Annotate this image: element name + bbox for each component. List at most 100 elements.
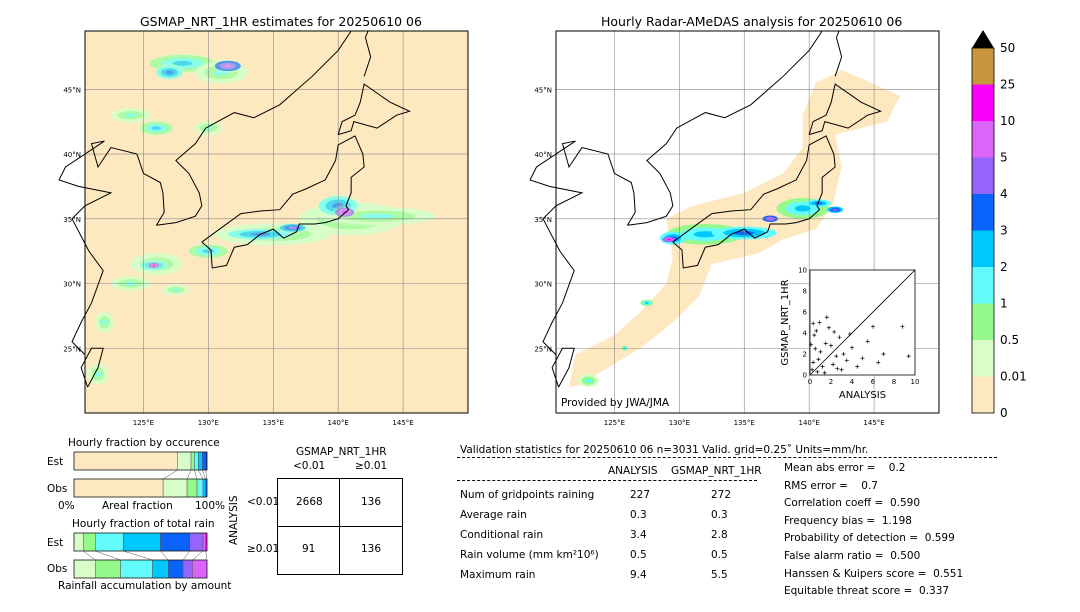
rain-cell <box>693 231 717 238</box>
lat-tick-label: 30°N <box>534 281 552 289</box>
stacked-bar-segment <box>73 451 178 471</box>
score-line: Mean abs error = 0.2 <box>784 462 906 474</box>
colorbar-segment <box>972 267 994 304</box>
scatter-point <box>826 325 831 330</box>
stats-col-gsmap: GSMAP_NRT_1HR <box>671 465 762 477</box>
stacked-bar-segment <box>202 451 206 471</box>
stacked-bar-frame <box>73 532 208 552</box>
colorbar-tick-label: 2 <box>1000 260 1008 274</box>
scatter-x-tick: 8 <box>892 378 896 386</box>
scatter-point <box>815 369 820 374</box>
colorbar-frame <box>971 47 995 414</box>
stacked-bar-segment <box>202 478 206 498</box>
colorbar-segment <box>972 48 994 85</box>
colorbar-tick-label: 0.5 <box>1000 333 1019 347</box>
row-header-1: ≥0.01 <box>247 543 280 555</box>
scatter-y-tick: 0 <box>803 372 807 380</box>
stat-label: Rain volume (mm km²10⁶) <box>460 549 599 561</box>
colorbar-tick-label: 5 <box>1000 151 1008 165</box>
scatter-point <box>811 321 816 326</box>
scatter-point <box>829 343 833 348</box>
bar-connector-line <box>192 550 204 561</box>
stacked-bar-segment <box>194 451 199 471</box>
bar-connector-line <box>198 469 204 480</box>
score-line: False alarm ratio = 0.500 <box>784 550 921 562</box>
rain-obs-label: Obs <box>47 563 68 575</box>
credit-label: Provided by JWA/JMA <box>561 397 670 409</box>
scatter-point <box>812 333 817 338</box>
scatter-point <box>817 320 822 325</box>
stat-gsmap-value: 5.5 <box>711 569 728 581</box>
stacked-bar-segment <box>190 451 195 471</box>
colorbar-segment <box>972 230 994 267</box>
bar-connector-line <box>95 550 121 561</box>
coastline <box>672 135 836 269</box>
row-label: ANALYSIS <box>228 495 240 545</box>
bar-connector-line <box>123 550 153 561</box>
scatter-point <box>850 345 854 350</box>
scatter-point <box>844 358 849 363</box>
colorbar-tick-label: 0.01 <box>1000 370 1027 384</box>
stacked-bar-segment <box>120 559 153 579</box>
stat-analysis-value: 227 <box>630 489 651 501</box>
lat-tick-label: 40°N <box>63 151 81 159</box>
coastline <box>156 30 352 226</box>
stacked-bar-segment <box>73 478 164 498</box>
lon-tick-label: 130°E <box>198 419 219 427</box>
coastline <box>363 30 372 77</box>
coastline <box>80 347 104 388</box>
rain-cell <box>165 70 174 75</box>
bar-connector-line <box>205 550 208 561</box>
stats-col-analysis: ANALYSIS <box>608 465 658 477</box>
rain-cell <box>223 64 232 68</box>
stat-analysis-value: 0.5 <box>630 549 647 561</box>
stat-gsmap-value: 0.3 <box>711 509 728 521</box>
rain-cell-edge <box>213 58 243 74</box>
stacked-bar-segment <box>152 559 169 579</box>
rain-cell <box>152 264 156 267</box>
scatter-ylabel: GSMAP_NRT_1HR <box>780 279 791 365</box>
coastline <box>551 347 575 388</box>
stacked-bar-segment <box>122 532 161 552</box>
scatter-point <box>811 360 816 365</box>
lat-tick-label: 45°N <box>63 86 81 94</box>
stacked-bar-frame <box>73 478 208 498</box>
contingency-title: GSMAP_NRT_1HR <box>296 446 387 458</box>
scatter-x-tick: 2 <box>829 378 833 386</box>
stat-gsmap-value: 272 <box>711 489 732 501</box>
scatter-point <box>835 366 840 371</box>
scatter-point <box>876 360 881 365</box>
lon-tick-label: 140°E <box>799 419 820 427</box>
rain-cell <box>794 205 811 212</box>
stacked-bar-frame <box>73 559 208 579</box>
scatter-point <box>823 341 828 346</box>
scatter-point <box>847 332 852 337</box>
rain-cell-edge <box>161 282 191 298</box>
colorbar-segment <box>972 84 994 121</box>
colorbar-segment <box>972 157 994 194</box>
lat-tick-label: 25°N <box>63 345 81 353</box>
coastline <box>529 140 636 356</box>
right-map-frame <box>555 30 940 414</box>
score-line: RMS error = 0.7 <box>784 479 878 492</box>
occurrence-title: Hourly fraction by occurence <box>68 437 220 449</box>
coastline <box>337 83 411 136</box>
score-line: Probability of detection = 0.599 <box>784 532 955 545</box>
lon-tick-label: 145°E <box>863 419 884 427</box>
scatter-point <box>809 342 814 347</box>
scatter-point <box>841 352 846 356</box>
left-map-frame <box>84 30 469 414</box>
bar-connector-line <box>186 469 192 480</box>
occ-tick-100: 100% <box>195 500 226 512</box>
stat-gsmap-value: 2.8 <box>711 529 728 541</box>
stacked-bar-segment <box>95 532 124 552</box>
scatter-point <box>810 367 815 372</box>
scatter-y-tick: 4 <box>803 330 808 338</box>
stacked-bar-segment <box>162 478 188 498</box>
colorbar-segment <box>972 194 994 231</box>
scatter-point <box>881 352 886 356</box>
colorbar-tick-label: 10 <box>1000 114 1015 128</box>
scatter-point <box>837 335 842 340</box>
scatter-y-tick: 8 <box>803 288 807 296</box>
coastline <box>201 135 365 269</box>
